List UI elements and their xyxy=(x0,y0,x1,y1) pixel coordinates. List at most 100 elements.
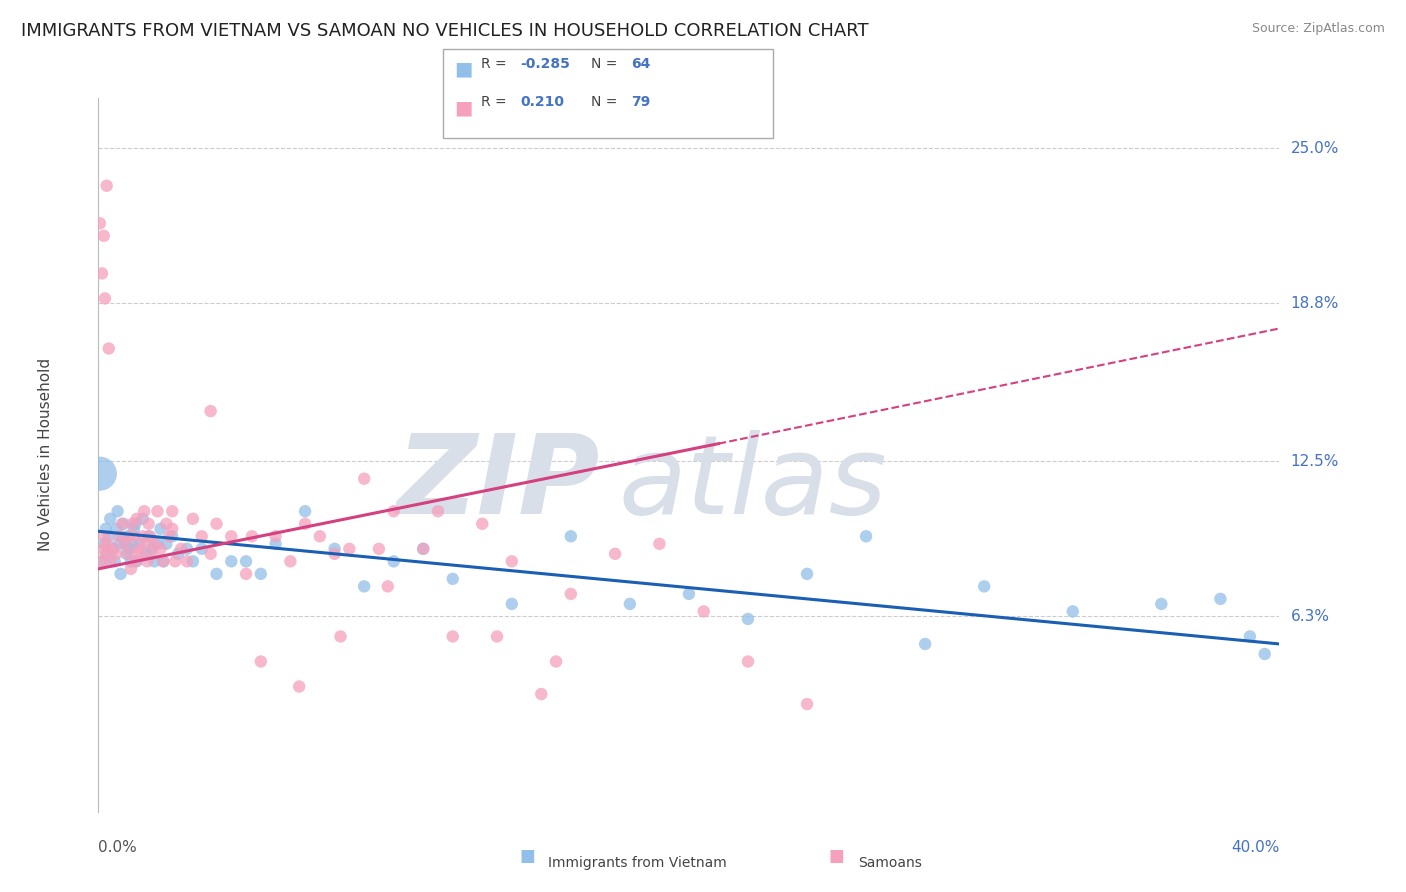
Point xyxy=(122,522,145,536)
Point xyxy=(94,547,117,561)
Point xyxy=(648,537,671,551)
Point xyxy=(737,655,759,669)
Point xyxy=(191,529,214,543)
Point xyxy=(91,266,114,280)
Point xyxy=(501,597,523,611)
Point xyxy=(181,554,204,568)
Point xyxy=(412,541,434,556)
Point xyxy=(107,504,129,518)
Point xyxy=(143,537,166,551)
Point xyxy=(138,529,160,543)
Point xyxy=(353,579,375,593)
Point xyxy=(368,541,391,556)
Point xyxy=(152,554,174,568)
Text: 64: 64 xyxy=(631,57,651,71)
Point xyxy=(914,637,936,651)
Text: IMMIGRANTS FROM VIETNAM VS SAMOAN NO VEHICLES IN HOUSEHOLD CORRELATION CHART: IMMIGRANTS FROM VIETNAM VS SAMOAN NO VEH… xyxy=(21,22,869,40)
Point xyxy=(93,228,115,243)
Text: ■: ■ xyxy=(519,847,536,865)
Point xyxy=(339,541,361,556)
Point xyxy=(170,541,193,556)
Point xyxy=(471,516,494,531)
Point xyxy=(94,522,117,536)
Point xyxy=(121,516,143,531)
Point xyxy=(205,566,228,581)
Text: atlas: atlas xyxy=(619,430,887,537)
Point xyxy=(108,529,131,543)
Point xyxy=(94,292,117,306)
Text: ■: ■ xyxy=(454,60,472,78)
Point xyxy=(96,547,118,561)
Point xyxy=(353,472,375,486)
Point xyxy=(280,554,302,568)
Point xyxy=(412,541,434,556)
Point xyxy=(117,529,139,543)
Point xyxy=(117,547,139,561)
Point xyxy=(155,537,177,551)
Point xyxy=(240,529,263,543)
Point xyxy=(1150,597,1173,611)
Point xyxy=(120,554,142,568)
Point xyxy=(149,541,172,556)
Point xyxy=(329,630,352,644)
Point xyxy=(264,529,287,543)
Point xyxy=(200,547,222,561)
Point xyxy=(124,516,146,531)
Point xyxy=(162,522,183,536)
Point xyxy=(530,687,553,701)
Point xyxy=(134,504,156,518)
Point xyxy=(124,554,146,568)
Point xyxy=(288,680,311,694)
Point xyxy=(146,504,169,518)
Point xyxy=(141,541,163,556)
Text: ■: ■ xyxy=(454,98,472,117)
Point xyxy=(235,554,257,568)
Point xyxy=(264,537,287,551)
Text: ■: ■ xyxy=(828,847,845,865)
Point xyxy=(98,512,121,526)
Point xyxy=(97,342,120,356)
Text: N =: N = xyxy=(591,95,621,110)
Point xyxy=(114,537,136,551)
Text: 6.3%: 6.3% xyxy=(1291,609,1330,624)
Point xyxy=(97,529,120,543)
Point xyxy=(167,547,190,561)
Point xyxy=(605,547,627,561)
Point xyxy=(181,512,204,526)
Text: No Vehicles in Household: No Vehicles in Household xyxy=(38,359,53,551)
Point xyxy=(796,697,818,711)
Text: Immigrants from Vietnam: Immigrants from Vietnam xyxy=(548,855,727,870)
Point xyxy=(141,547,163,561)
Point xyxy=(127,541,149,556)
Point xyxy=(93,537,115,551)
Text: 25.0%: 25.0% xyxy=(1291,141,1339,156)
Point xyxy=(111,529,134,543)
Point xyxy=(973,579,995,593)
Point xyxy=(176,554,198,568)
Point xyxy=(118,529,141,543)
Point xyxy=(323,541,346,556)
Point xyxy=(128,537,150,551)
Text: 0.0%: 0.0% xyxy=(98,840,138,855)
Point xyxy=(143,554,166,568)
Point xyxy=(104,554,127,568)
Point xyxy=(560,587,582,601)
Point xyxy=(121,537,143,551)
Point xyxy=(486,630,509,644)
Point xyxy=(323,547,346,561)
Point xyxy=(221,529,243,543)
Text: 40.0%: 40.0% xyxy=(1232,840,1279,855)
Point xyxy=(155,516,177,531)
Text: R =: R = xyxy=(481,57,510,71)
Point xyxy=(693,604,716,618)
Point xyxy=(149,522,172,536)
Point xyxy=(98,554,121,568)
Point xyxy=(120,562,142,576)
Point xyxy=(250,566,273,581)
Point xyxy=(108,537,131,551)
Point xyxy=(115,547,138,561)
Point xyxy=(135,547,157,561)
Point xyxy=(96,537,118,551)
Point xyxy=(205,516,228,531)
Point xyxy=(125,554,148,568)
